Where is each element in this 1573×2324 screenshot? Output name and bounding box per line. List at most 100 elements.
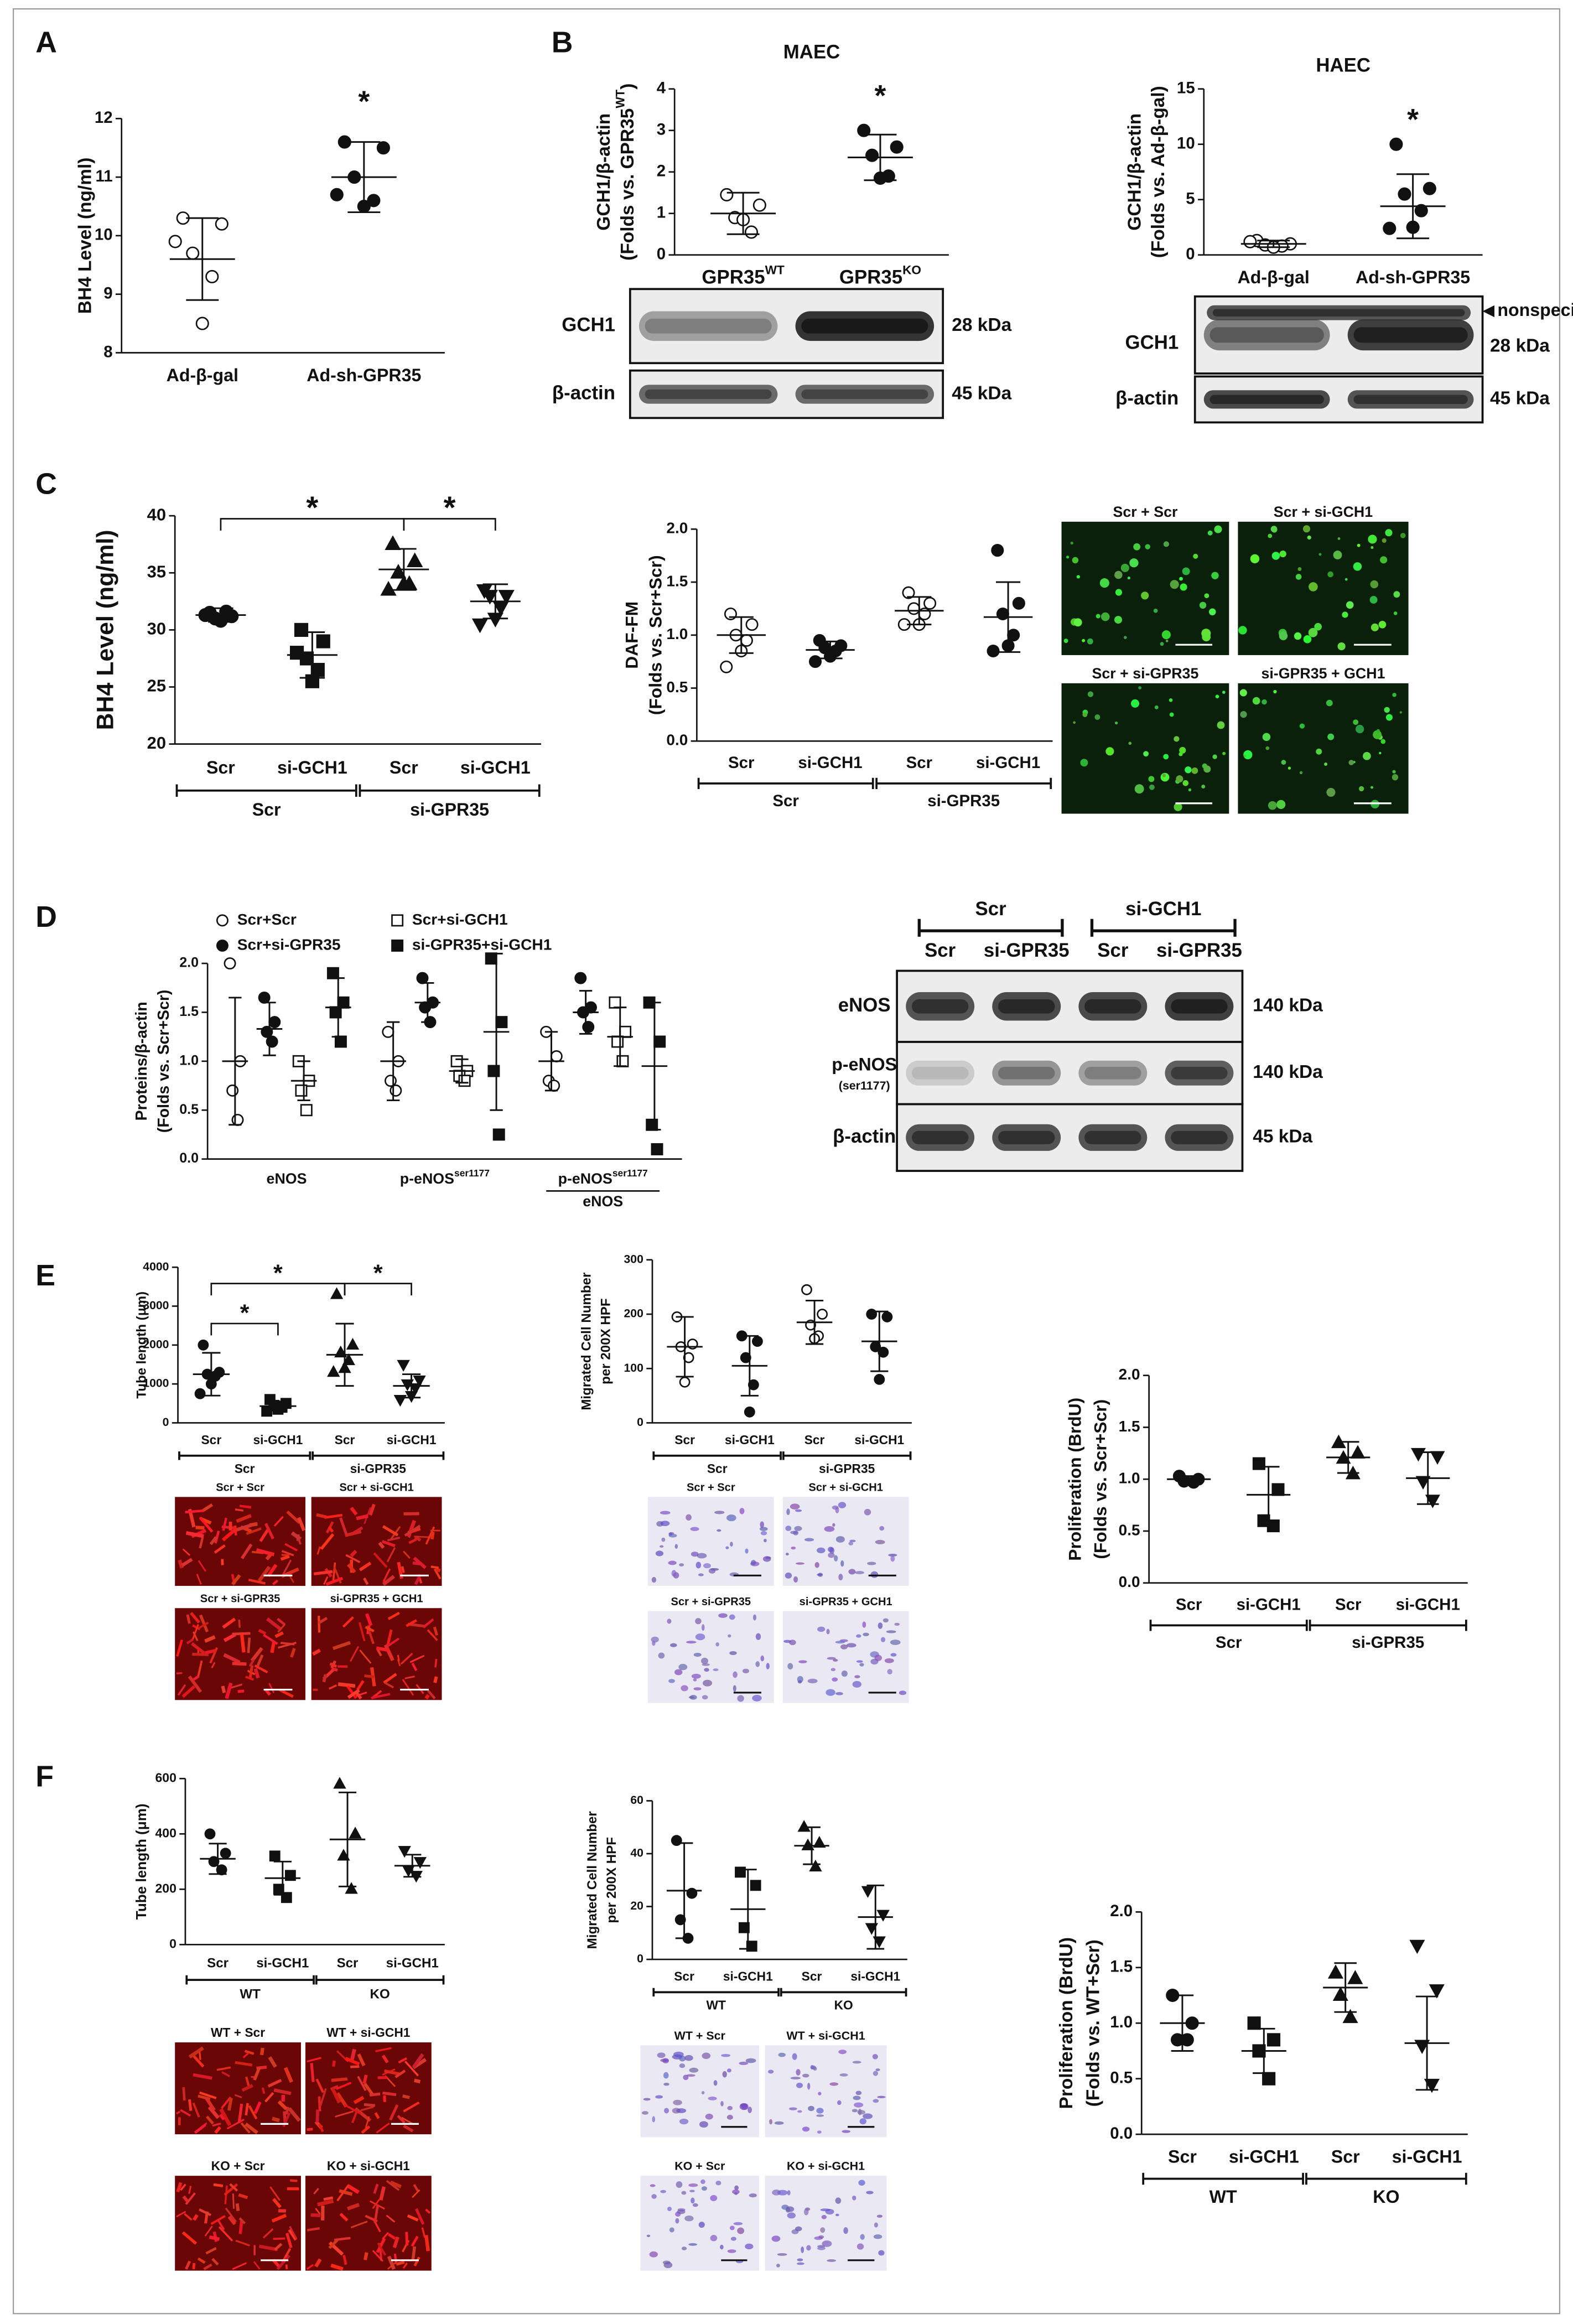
micrograph-texture — [1337, 642, 1346, 651]
y-tick-label: 25 — [147, 676, 166, 696]
micrograph-texture — [339, 2212, 349, 2222]
micrograph-label: Scr + Scr — [216, 1482, 264, 1494]
micrograph-texture — [248, 2105, 258, 2120]
y-axis-label: Migrated Cell Number — [579, 1272, 594, 1410]
legend-label: Scr+si-GPR35 — [237, 936, 341, 953]
data-point — [616, 1055, 629, 1067]
micrograph-texture — [641, 2111, 648, 2115]
blot-band-core — [1084, 1130, 1141, 1144]
micrograph-texture — [188, 2185, 192, 2194]
micrograph-texture — [412, 2053, 424, 2068]
micrograph-texture — [224, 2183, 238, 2196]
data-point — [1414, 204, 1428, 217]
micrograph-texture — [209, 1536, 217, 1545]
micrograph-texture — [826, 1628, 830, 1635]
micrograph-texture — [227, 2098, 233, 2111]
micrograph — [640, 2045, 759, 2138]
data-point — [683, 1352, 694, 1363]
micrograph-texture — [1276, 800, 1286, 809]
micrograph-texture — [725, 1546, 729, 1549]
data-point — [416, 972, 429, 984]
blot-band-core — [1212, 309, 1465, 317]
micrograph-texture — [855, 1571, 864, 1575]
data-point — [876, 1910, 890, 1922]
data-point — [398, 1846, 411, 1858]
y-axis-label: Proliferation (BrdU) — [1065, 1398, 1085, 1561]
x-tick-label: si-GCH1 — [1229, 2146, 1299, 2166]
micrograph-texture — [887, 1669, 892, 1675]
micrograph-texture — [347, 2203, 360, 2211]
micrograph-texture — [884, 1658, 894, 1663]
micrograph-texture — [783, 1640, 792, 1643]
micrograph-texture — [235, 2203, 240, 2211]
y-tick-label: 0.0 — [1110, 2124, 1133, 2143]
micrograph-texture — [681, 2247, 687, 2250]
data-point — [1389, 137, 1403, 151]
x-tick-label: Scr — [335, 1433, 355, 1447]
data-point — [739, 1922, 750, 1933]
micrograph-texture — [330, 2263, 344, 2271]
data-point — [1252, 1457, 1265, 1470]
micrograph-label: si-GPR35 + GCH1 — [1261, 665, 1385, 682]
micrograph-texture — [1297, 567, 1302, 571]
micrograph-texture — [737, 1695, 744, 1702]
micrograph-texture — [702, 1663, 710, 1666]
micrograph-texture — [1380, 556, 1388, 564]
micrograph-texture — [404, 1675, 415, 1679]
micrograph-texture — [714, 1511, 725, 1514]
micrograph-texture — [801, 2247, 804, 2253]
blot-band-core — [998, 1130, 1055, 1144]
micrograph-texture — [378, 1542, 385, 1549]
micrograph-texture — [667, 1618, 672, 1624]
micrograph-texture — [195, 1526, 205, 1530]
significance-star: * — [273, 1260, 283, 1286]
micrograph-texture — [219, 2114, 225, 2121]
micrograph-texture — [433, 1676, 438, 1683]
micrograph-texture — [843, 2227, 848, 2234]
micrograph-texture — [676, 2108, 687, 2113]
micrograph-texture — [667, 2206, 672, 2212]
micrograph-texture — [207, 2105, 220, 2119]
micrograph-label: WT + si-GCH1 — [786, 2029, 865, 2042]
micrograph-texture — [802, 2073, 809, 2078]
micrograph-texture — [856, 1634, 861, 1638]
micrograph-texture — [238, 2193, 248, 2200]
x-tick-label-sup: ser1177 — [454, 1168, 490, 1179]
data-point — [865, 148, 879, 162]
y-tick-label: 1.0 — [1110, 2013, 1133, 2031]
micrograph-texture — [387, 2233, 396, 2240]
micrograph-texture — [835, 2197, 842, 2204]
micrograph-texture — [1073, 721, 1076, 724]
micrograph-texture — [768, 2069, 774, 2074]
micrograph-label: WT + Scr — [674, 2029, 726, 2042]
micrograph-texture — [890, 1640, 901, 1645]
micrograph-texture — [790, 1531, 798, 1534]
micrograph-texture — [384, 2069, 401, 2076]
micrograph-texture — [211, 2258, 219, 2266]
micrograph-texture — [271, 2213, 287, 2223]
micrograph-texture — [403, 2124, 414, 2133]
micrograph-texture — [848, 1569, 856, 1575]
y-tick-label: 60 — [630, 1794, 643, 1807]
micrograph-texture — [192, 1652, 209, 1656]
micrograph-label: Scr + si-GCH1 — [808, 1482, 882, 1494]
micrograph-texture — [240, 1543, 253, 1559]
micrograph-texture — [679, 2063, 686, 2068]
micrograph-texture — [835, 1692, 843, 1695]
data-point — [316, 634, 330, 649]
y-tick-label: 15 — [1177, 79, 1195, 97]
data-point — [740, 634, 753, 647]
micrograph-texture — [346, 2183, 360, 2194]
micrograph-texture — [1191, 767, 1198, 774]
micrograph-texture — [1193, 553, 1198, 559]
data-point — [216, 914, 229, 927]
micrograph-texture — [272, 2198, 282, 2208]
micrograph-texture — [752, 1694, 762, 1702]
micrograph-label: Scr + si-GCH1 — [1274, 504, 1373, 520]
y-axis-label: (Folds vs. Scr+Scr) — [155, 990, 173, 1133]
data-point — [1398, 187, 1411, 201]
micrograph-texture — [835, 2213, 839, 2217]
micrograph-texture — [1214, 525, 1222, 533]
micrograph-texture — [176, 2182, 183, 2193]
micrograph-texture — [1160, 642, 1164, 646]
